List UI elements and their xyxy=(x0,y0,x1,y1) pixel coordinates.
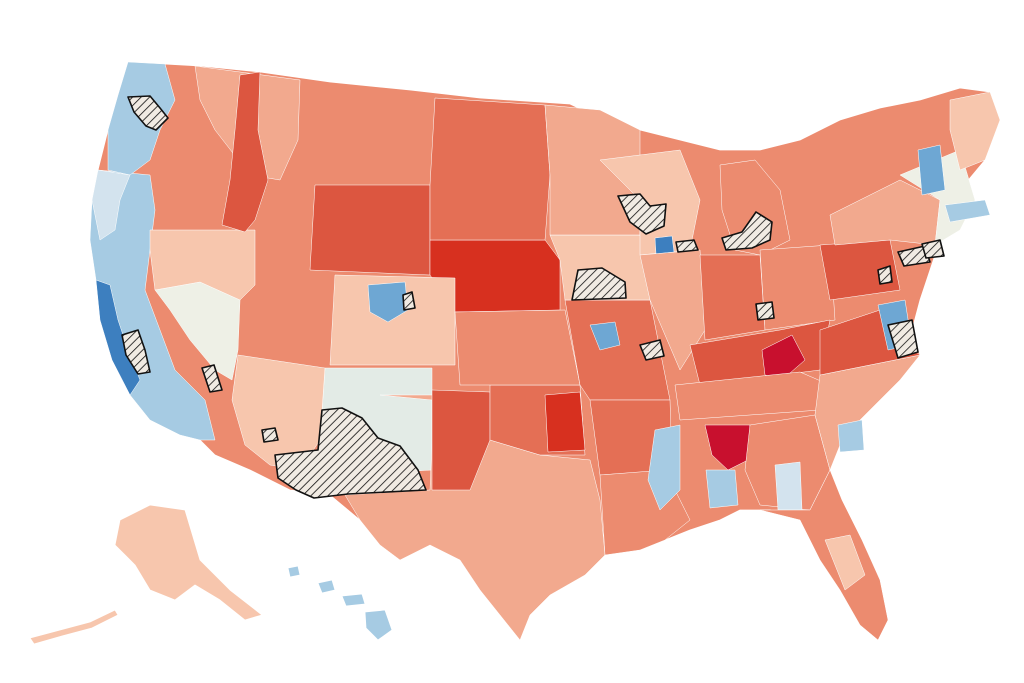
oklahoma-east-deep-red xyxy=(544,391,586,453)
california-coast-dark-blue xyxy=(95,279,141,396)
alaska-landmass xyxy=(114,504,263,621)
massachusetts-blue xyxy=(944,199,991,223)
idaho-red-strip xyxy=(221,71,269,233)
philadelphia-area xyxy=(897,245,931,267)
minneapolis-area xyxy=(617,193,667,235)
kentucky-east-deep-red xyxy=(761,334,806,381)
kansas-city-blue xyxy=(589,321,621,351)
detroit-area xyxy=(721,211,773,251)
madison-blue xyxy=(654,235,675,255)
aleutian-islands xyxy=(29,609,119,645)
dakotas-mid-red xyxy=(429,97,551,241)
cincinnati-area xyxy=(755,301,775,321)
seattle-area xyxy=(127,95,169,131)
hawaii-island-3 xyxy=(341,593,366,607)
alabama-deep-red xyxy=(704,424,751,471)
st-louis-area xyxy=(639,339,665,361)
chicago-area xyxy=(675,239,699,253)
indiana-red xyxy=(699,254,766,341)
florida-pale xyxy=(824,534,866,591)
mississippi-delta-blue xyxy=(647,424,681,511)
great-basin-pale-salmon xyxy=(149,229,256,301)
new-york-area xyxy=(921,239,945,259)
sf-bay-area xyxy=(121,329,151,375)
pittsburgh-area xyxy=(877,265,893,285)
florida-salmon xyxy=(759,469,889,641)
wyoming-red-block xyxy=(309,184,431,276)
tucson-area xyxy=(261,427,279,443)
alabama-blue xyxy=(705,469,739,509)
charlotte-blue xyxy=(837,419,865,453)
colorado-pale-salmon xyxy=(329,274,456,366)
hawaii-island-4 xyxy=(364,609,393,641)
los-angeles-area xyxy=(201,364,223,393)
boulder-blue xyxy=(367,281,409,323)
washington-dc-area xyxy=(887,319,919,359)
maine-pale-salmon xyxy=(949,91,1001,171)
des-moines-area xyxy=(571,267,627,301)
kansas-salmon xyxy=(454,309,581,386)
hawaii-island-2 xyxy=(317,579,336,594)
atlanta-pale-blue xyxy=(774,461,803,511)
oregon-coast-pale-blue xyxy=(91,169,131,241)
texas-panhandle-red xyxy=(431,389,491,491)
denver-area xyxy=(402,291,416,311)
phoenix-area xyxy=(274,407,427,499)
vermont-blue xyxy=(917,144,946,196)
michigan-salmon xyxy=(719,159,791,256)
hawaii-island-1 xyxy=(287,565,301,578)
